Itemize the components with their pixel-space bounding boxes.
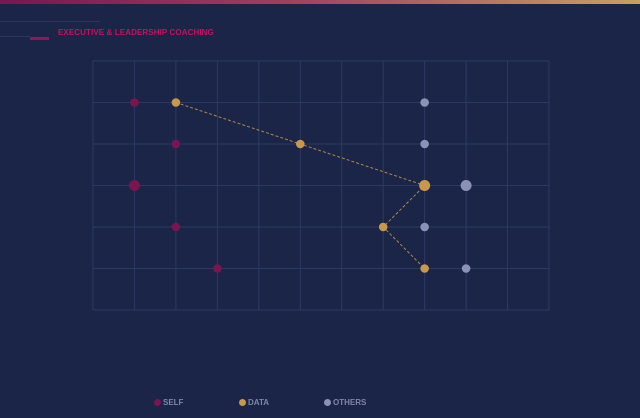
others-point <box>420 98 429 107</box>
legend-item-others: OTHERS <box>324 398 366 407</box>
legend-item-self: SELF <box>154 398 183 407</box>
data-point <box>171 98 181 107</box>
legend-self-swatch <box>154 399 161 406</box>
others-point <box>420 222 429 232</box>
header-rule-short <box>0 36 30 37</box>
data-point <box>419 180 431 191</box>
self-point <box>171 139 181 149</box>
chart-legend: SELF DATA OTHERS <box>0 398 640 412</box>
self-point <box>130 98 139 107</box>
chart-points <box>128 98 472 273</box>
legend-others-swatch <box>324 399 331 406</box>
others-point <box>461 264 471 273</box>
header-rule <box>0 21 100 22</box>
legend-item-data: DATA <box>239 398 269 407</box>
data-point <box>295 139 305 149</box>
title-accent-dash <box>30 37 49 40</box>
legend-data-swatch <box>239 399 246 406</box>
section-title: EXECUTIVE & LEADERSHIP COACHING <box>58 28 214 37</box>
legend-others-label: OTHERS <box>333 398 367 407</box>
self-point <box>128 180 140 191</box>
legend-data-label: DATA <box>248 398 270 407</box>
self-point <box>213 264 222 273</box>
self-point <box>171 222 181 232</box>
others-point <box>460 180 472 191</box>
others-point <box>420 139 429 149</box>
legend-self-label: SELF <box>163 398 184 407</box>
data-point <box>378 222 388 232</box>
top-accent-bar <box>0 0 640 4</box>
chart-grid <box>92 60 550 311</box>
data-point <box>420 264 429 273</box>
